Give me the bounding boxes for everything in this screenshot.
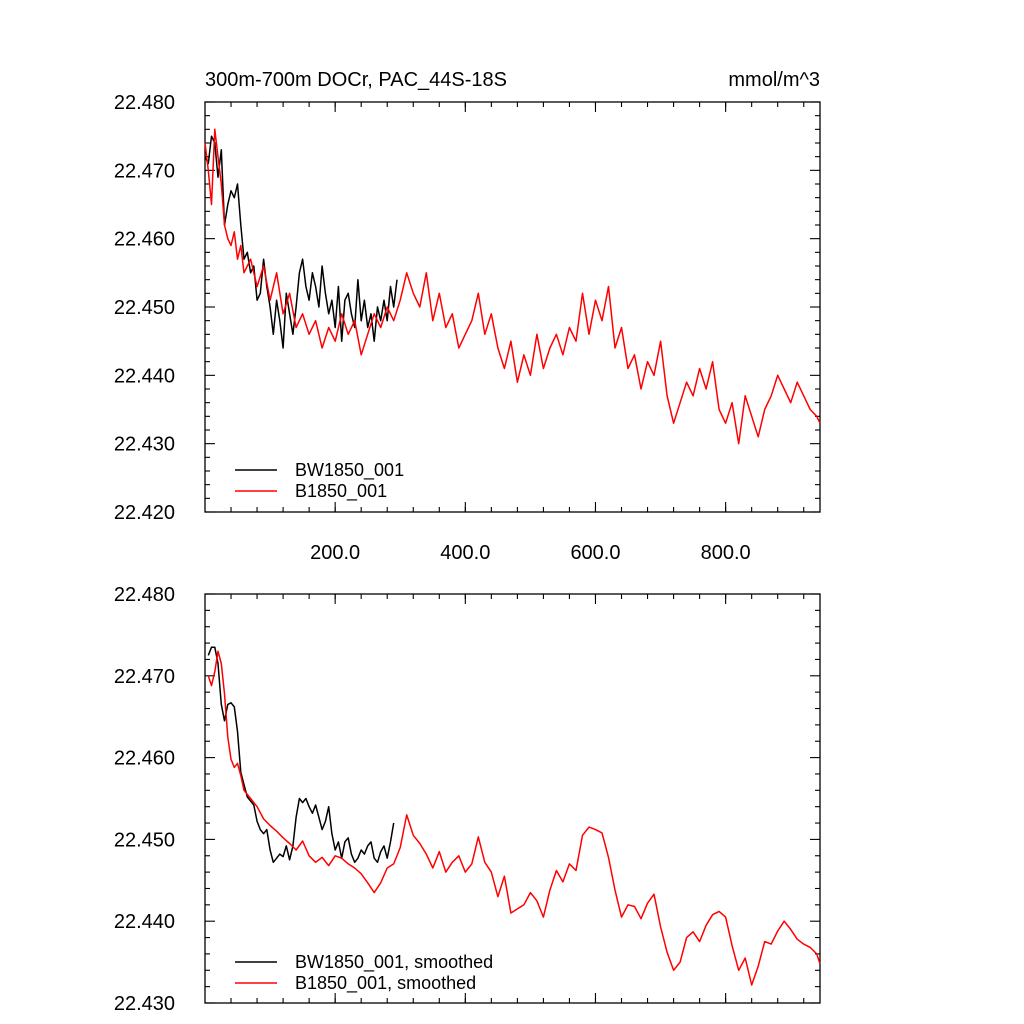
top-xtick-label: 800.0 (701, 542, 751, 564)
bottom-plot-frame (204, 593, 821, 1004)
top-panel: 22.420 22.430 22.440 22.450 22.460 22.470 22.4… (114, 92, 821, 564)
units-label: mmol/m^3 (728, 69, 820, 91)
top-legend-label-0: BW1850_001 (295, 460, 404, 481)
top-ytick-label: 22.470 (114, 160, 175, 182)
bottom-panel: 22.430 22.440 22.450 22.460 22.470 22.480 BW18… (114, 584, 821, 1015)
bottom-series-line-1 (207, 650, 821, 986)
top-ytick-label: 22.430 (114, 434, 175, 456)
bottom-ytick-label: 22.450 (114, 829, 175, 851)
top-series-line-0 (204, 135, 398, 349)
top-xtick-label: 600.0 (570, 542, 620, 564)
top-ytick-label: 22.480 (114, 92, 175, 114)
top-ytick-label: 22.450 (114, 297, 175, 319)
bottom-ytick-label: 22.430 (114, 993, 175, 1015)
bottom-ytick-label: 22.440 (114, 911, 175, 933)
top-series-line-1 (204, 128, 821, 445)
top-ytick-label: 22.440 (114, 365, 175, 387)
bottom-ytick-label: 22.470 (114, 666, 175, 688)
top-plot-frame (204, 101, 821, 513)
top-xtick-label: 400.0 (440, 542, 490, 564)
top-ytick-label: 22.460 (114, 229, 175, 251)
top-legend-label-1: B1850_001 (295, 481, 387, 502)
bottom-legend-label-1: B1850_001, smoothed (295, 973, 476, 994)
top-ytick-label: 22.420 (114, 502, 175, 524)
bottom-ytick-label: 22.460 (114, 748, 175, 770)
top-xtick-label: 200.0 (310, 542, 360, 564)
bottom-series-line-0 (207, 646, 395, 864)
bottom-ytick-label: 22.480 (114, 584, 175, 606)
bottom-legend-label-0: BW1850_001, smoothed (295, 952, 493, 973)
chart-title: 300m-700m DOCr, PAC_44S-18S (205, 69, 507, 91)
